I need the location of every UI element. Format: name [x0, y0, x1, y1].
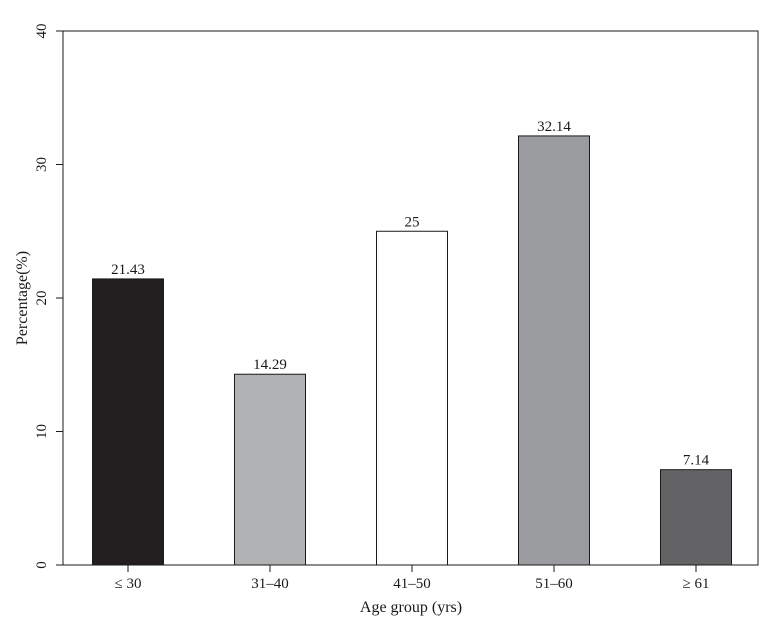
y-tick-label: 0 — [34, 561, 50, 569]
x-tick-label: 51–60 — [535, 576, 573, 592]
bar-value-label: 14.29 — [253, 357, 287, 373]
y-tick-label: 40 — [34, 24, 50, 39]
x-axis: ≤ 30 31–40 41–50 51–60 ≥ 61 — [115, 565, 710, 592]
bar — [518, 135, 590, 566]
x-tick-label: ≥ 61 — [683, 576, 710, 592]
bar — [660, 469, 732, 566]
bar-value-label: 25 — [405, 214, 420, 230]
y-tick-label: 20 — [34, 291, 50, 306]
y-axis-title: Percentage(%) — [14, 251, 31, 345]
x-tick-label: ≤ 30 — [115, 576, 142, 592]
bar-value-label: 7.14 — [683, 453, 710, 469]
x-tick-label: 31–40 — [251, 576, 289, 592]
bar — [376, 230, 448, 566]
bar-value-label: 32.14 — [537, 119, 571, 135]
x-axis-title: Age group (yrs) — [360, 599, 462, 616]
bar-value-label: 21.43 — [111, 262, 145, 278]
y-tick-label: 10 — [34, 424, 50, 439]
bar — [92, 278, 164, 566]
bars: 21.43 14.29 25 32.14 7.14 — [92, 119, 732, 566]
y-tick-label: 30 — [34, 157, 50, 172]
x-tick-label: 41–50 — [393, 576, 431, 592]
bar — [234, 373, 306, 566]
y-axis: 0 10 20 30 40 — [34, 24, 63, 569]
